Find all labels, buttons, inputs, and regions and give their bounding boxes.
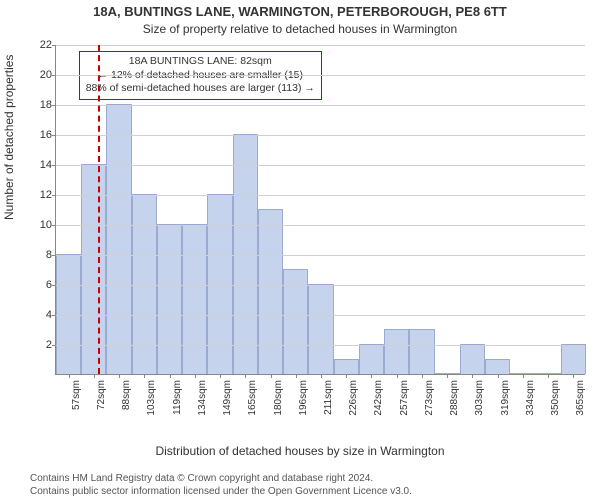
histogram-bar xyxy=(409,329,434,374)
gridline xyxy=(56,135,585,136)
gridline xyxy=(56,105,585,106)
x-tick-label: 134sqm xyxy=(197,380,208,416)
y-tick-mark xyxy=(52,195,56,196)
histogram-bar xyxy=(207,194,232,374)
x-tick-label: 88sqm xyxy=(121,380,132,410)
histogram-bar xyxy=(485,359,510,374)
gridline xyxy=(56,75,585,76)
x-tick-label: 242sqm xyxy=(373,380,384,416)
histogram-bar xyxy=(561,344,586,374)
x-tick-mark xyxy=(69,374,70,378)
gridline xyxy=(56,285,585,286)
gridline xyxy=(56,45,585,46)
x-tick-mark xyxy=(271,374,272,378)
x-axis-label: Distribution of detached houses by size … xyxy=(0,444,600,458)
y-tick-mark xyxy=(52,345,56,346)
x-tick-mark xyxy=(195,374,196,378)
x-tick-label: 119sqm xyxy=(172,380,183,415)
y-tick-mark xyxy=(52,165,56,166)
x-tick-label: 334sqm xyxy=(525,380,536,416)
y-tick-mark xyxy=(52,105,56,106)
y-tick-mark xyxy=(52,315,56,316)
x-tick-label: 211sqm xyxy=(323,380,334,415)
gridline xyxy=(56,165,585,166)
y-tick-label: 16 xyxy=(40,129,52,141)
histogram-bar xyxy=(334,359,359,374)
chart-subtitle: Size of property relative to detached ho… xyxy=(0,22,600,36)
y-tick-label: 10 xyxy=(40,219,52,231)
x-tick-label: 72sqm xyxy=(96,380,107,410)
x-tick-mark xyxy=(523,374,524,378)
y-tick-label: 14 xyxy=(40,159,52,171)
x-tick-label: 350sqm xyxy=(550,380,561,416)
x-tick-label: 273sqm xyxy=(424,380,435,416)
histogram-bar xyxy=(460,344,485,374)
histogram-bar xyxy=(56,254,81,374)
y-tick-mark xyxy=(52,285,56,286)
y-tick-mark xyxy=(52,135,56,136)
histogram-bar xyxy=(359,344,384,374)
y-tick-label: 20 xyxy=(40,69,52,81)
y-tick-mark xyxy=(52,255,56,256)
annotation-line: 88% of semi-detached houses are larger (… xyxy=(86,82,315,96)
x-tick-mark xyxy=(94,374,95,378)
chart-footer: Contains HM Land Registry data © Crown c… xyxy=(0,472,600,498)
histogram-bar xyxy=(258,209,283,374)
footer-line-2: Contains public sector information licen… xyxy=(30,485,600,498)
x-tick-mark xyxy=(346,374,347,378)
y-tick-label: 22 xyxy=(40,39,52,51)
x-tick-mark xyxy=(144,374,145,378)
histogram-bar xyxy=(233,134,258,374)
gridline xyxy=(56,225,585,226)
x-tick-label: 180sqm xyxy=(273,380,284,416)
y-tick-mark xyxy=(52,45,56,46)
y-tick-mark xyxy=(52,225,56,226)
x-tick-mark xyxy=(422,374,423,378)
x-tick-mark xyxy=(371,374,372,378)
x-tick-label: 257sqm xyxy=(399,380,410,416)
x-tick-mark xyxy=(321,374,322,378)
x-tick-mark xyxy=(397,374,398,378)
histogram-bar xyxy=(308,284,333,374)
y-tick-label: 18 xyxy=(40,99,52,111)
x-tick-label: 319sqm xyxy=(500,380,511,416)
x-tick-mark xyxy=(447,374,448,378)
histogram-bar xyxy=(384,329,409,374)
x-tick-mark xyxy=(472,374,473,378)
x-tick-label: 103sqm xyxy=(146,380,157,416)
gridline xyxy=(56,315,585,316)
gridline xyxy=(56,255,585,256)
x-tick-label: 226sqm xyxy=(348,380,359,416)
property-size-histogram: 18A, BUNTINGS LANE, WARMINGTON, PETERBOR… xyxy=(0,0,600,500)
histogram-bar xyxy=(132,194,157,374)
x-tick-mark xyxy=(170,374,171,378)
y-axis-label: Number of detached properties xyxy=(2,55,16,220)
x-tick-mark xyxy=(220,374,221,378)
x-tick-mark xyxy=(498,374,499,378)
histogram-bar xyxy=(182,224,207,374)
histogram-bar xyxy=(157,224,182,374)
x-tick-label: 288sqm xyxy=(449,380,460,416)
x-tick-label: 365sqm xyxy=(575,380,586,416)
x-tick-mark xyxy=(548,374,549,378)
x-tick-mark xyxy=(245,374,246,378)
marker-line xyxy=(98,45,100,374)
x-tick-mark xyxy=(119,374,120,378)
x-tick-label: 165sqm xyxy=(247,380,258,416)
x-tick-mark xyxy=(573,374,574,378)
x-tick-label: 149sqm xyxy=(222,380,233,416)
x-tick-label: 57sqm xyxy=(71,380,82,410)
footer-line-1: Contains HM Land Registry data © Crown c… xyxy=(30,472,600,485)
y-tick-label: 12 xyxy=(40,189,52,201)
plot-area: 18A BUNTINGS LANE: 82sqm← 12% of detache… xyxy=(55,45,585,375)
x-tick-label: 196sqm xyxy=(298,380,309,416)
chart-title: 18A, BUNTINGS LANE, WARMINGTON, PETERBOR… xyxy=(0,4,600,19)
gridline xyxy=(56,195,585,196)
x-tick-label: 303sqm xyxy=(474,380,485,416)
gridline xyxy=(56,345,585,346)
histogram-bar xyxy=(106,104,131,374)
annotation-line: 18A BUNTINGS LANE: 82sqm xyxy=(86,55,315,69)
x-tick-mark xyxy=(296,374,297,378)
y-tick-mark xyxy=(52,75,56,76)
